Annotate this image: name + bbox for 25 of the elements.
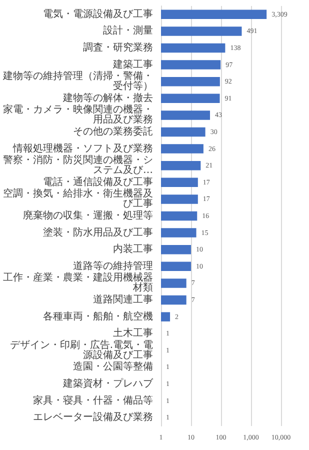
y-tick-label: デザイン・印刷・広告.電気・電源設備及び工事 bbox=[10, 338, 153, 361]
y-tick-label: 空調・換気・給排水・衛生機器及び工事 bbox=[3, 188, 153, 210]
y-tick-label: 道路等の維持管理 bbox=[73, 260, 153, 272]
y-tick-label: 電話・通信設備及び工事 bbox=[43, 176, 153, 188]
y-tick-label: 電気・電源設備及び工事 bbox=[43, 8, 153, 20]
y-tick-label: 設計・測量 bbox=[103, 24, 153, 37]
y-tick-label: 家電・カメラ・映像関連の機器・用品及び業務 bbox=[3, 104, 153, 126]
y-tick-label: 内装工事 bbox=[113, 243, 153, 256]
y-tick-label: 道路関連工事 bbox=[93, 294, 153, 306]
y-tick-label: 廃棄物の収集・運搬・処理等 bbox=[23, 210, 153, 222]
y-tick-label: 塗装・防水用品及び工事 bbox=[43, 226, 153, 238]
y-tick-label: 家具・寝具・什器・備品等 bbox=[33, 394, 153, 406]
y-tick-label: エレベーター設備及び業務 bbox=[33, 411, 153, 424]
y-tick-label: 造園・公園等整備 bbox=[73, 360, 153, 373]
y-tick-label: 建築工事 bbox=[112, 58, 153, 70]
y-tick-label: 調査・研究業務 bbox=[83, 42, 153, 54]
y-tick-label: 土木工事 bbox=[113, 327, 153, 340]
y-tick-label: その他の業務委託 bbox=[73, 126, 153, 138]
y-tick-label: 建築資材・プレハブ bbox=[62, 378, 154, 390]
y-tick-label: 建物等の解体・撤去 bbox=[62, 92, 153, 104]
y-tick-label: 警察・消防・防災関連の機器・システム及び… bbox=[3, 154, 153, 176]
y-tick-label: 情報処理機器・ソフト及び業務 bbox=[12, 142, 153, 154]
y-tick-label: 建物等の維持管理（清掃・警備・受付等） bbox=[2, 70, 153, 92]
y-tick-label: 工作・産業・農業・建設用機械器材類 bbox=[3, 272, 153, 294]
y-tick-label: 各種車両・船舶・航空機 bbox=[43, 310, 153, 322]
